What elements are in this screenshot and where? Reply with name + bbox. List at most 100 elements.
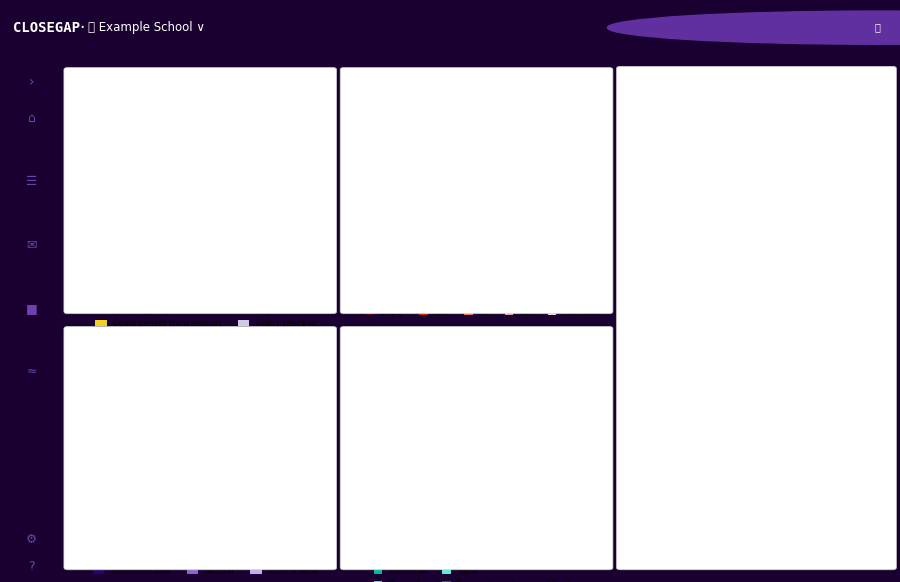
Bar (374, 99, 400, 133)
Text: 15.8% (3): 15.8% (3) (462, 205, 502, 215)
Text: 26.3% (5): 26.3% (5) (508, 134, 550, 143)
Text: 45.5% (10): 45.5% (10) (230, 225, 276, 234)
Text: 42.1% (8): 42.1% (8) (185, 166, 226, 175)
Bar (98, 449, 124, 527)
Text: 10.5% (2): 10.5% (2) (508, 103, 550, 112)
Text: 42.9% (9): 42.9% (9) (280, 147, 321, 155)
Text: 41.2% (7): 41.2% (7) (280, 487, 321, 496)
Circle shape (608, 11, 900, 44)
Text: Needs: Needs (364, 338, 407, 351)
Text: Seventh Grade Student: Seventh Grade Student (644, 402, 752, 411)
Bar (421, 99, 447, 140)
Text: Twelfth Grade Student: Twelfth Grade Student (644, 488, 746, 496)
Bar (193, 99, 219, 134)
Bar (469, 99, 495, 134)
Text: 15.0% (3): 15.0% (3) (367, 251, 408, 260)
Text: APR 1ST 2024: APR 1ST 2024 (644, 88, 703, 98)
Bar (287, 355, 313, 456)
Text: 7: 7 (479, 495, 485, 504)
Text: Eleventh Grade Student: Eleventh Grade Student (644, 189, 754, 198)
Text: 48.0% (12): 48.0% (12) (135, 392, 182, 401)
Text: 3/5 Overwhelmed: 3/5 Overwhelmed (790, 189, 870, 198)
Bar (517, 489, 542, 510)
Text: 47.1% (8): 47.1% (8) (185, 482, 226, 491)
Bar (421, 172, 447, 200)
Bar (517, 470, 542, 489)
Text: 21.1% (4): 21.1% (4) (462, 112, 502, 121)
Bar (145, 451, 171, 527)
Bar (145, 438, 171, 451)
Bar (240, 99, 266, 122)
Text: 2/2 Sad: 2/2 Sad (790, 317, 824, 326)
Bar (469, 223, 495, 268)
Bar (145, 355, 171, 438)
Legend: Empty, Low, OK, Full, Too much: Empty, Low, OK, Full, Too much (362, 304, 602, 320)
Bar (374, 242, 400, 268)
Bar (517, 241, 543, 268)
Text: 5.0% (1): 5.0% (1) (93, 441, 129, 450)
Bar (374, 504, 400, 527)
Bar (193, 205, 219, 268)
Bar (563, 512, 590, 527)
Text: 15.0% (3): 15.0% (3) (367, 183, 408, 192)
Bar (98, 355, 124, 441)
Text: CLOSEGAP: CLOSEGAP (14, 20, 80, 35)
Text: 3: 3 (384, 478, 391, 487)
Legend: Good to go, Could benefit from support, Urgent, Didn't check-in: Good to go, Could benefit from support, … (92, 303, 320, 331)
Text: 2/2 Angry: 2/2 Angry (790, 232, 833, 241)
Text: ?: ? (28, 560, 35, 573)
Text: Name: Name (644, 154, 671, 163)
Text: 8.0% (2): 8.0% (2) (140, 440, 176, 449)
Bar (287, 115, 313, 187)
Text: ·: · (79, 19, 85, 37)
Text: Fourth Grade Student: Fourth Grade Student (644, 275, 743, 283)
Bar (563, 489, 590, 512)
Bar (193, 355, 219, 446)
Bar (469, 510, 495, 527)
Bar (422, 504, 447, 527)
Text: Tenth Grade Student: Tenth Grade Student (644, 445, 739, 454)
Bar (563, 236, 590, 268)
Bar (517, 197, 543, 241)
Text: 18.8% (3): 18.8% (3) (556, 247, 598, 256)
Text: 4: 4 (573, 480, 580, 488)
Text: 9.5% (2): 9.5% (2) (283, 102, 319, 112)
Bar (98, 187, 124, 268)
Text: 7: 7 (526, 495, 532, 504)
Text: 47.6% (10): 47.6% (10) (277, 223, 324, 232)
Text: 18.9% (7): 18.9% (7) (414, 247, 455, 256)
Bar (287, 456, 313, 527)
Text: ■: ■ (25, 301, 38, 315)
Bar (517, 510, 542, 527)
Bar (422, 473, 447, 504)
Text: 25.0% (4): 25.0% (4) (556, 136, 597, 146)
Text: 1: 1 (526, 463, 532, 473)
Bar (287, 187, 313, 268)
Text: 27.6% (8): 27.6% (8) (138, 118, 179, 127)
Bar (469, 473, 495, 478)
Text: 15.8% (3): 15.8% (3) (508, 250, 550, 259)
Text: 7: 7 (526, 475, 532, 484)
Text: 2/2 Frustrated: 2/2 Frustrated (790, 402, 853, 411)
Bar (374, 487, 400, 504)
Bar (374, 478, 400, 487)
Text: 52.6% (10): 52.6% (10) (230, 396, 276, 404)
Bar (240, 445, 266, 455)
Text: 52.9% (9): 52.9% (9) (185, 396, 226, 405)
Bar (98, 99, 124, 131)
Bar (517, 99, 543, 116)
Text: ⚙: ⚙ (26, 533, 37, 546)
Text: 2: 2 (384, 471, 391, 480)
Text: 25.0% (4): 25.0% (4) (556, 179, 597, 187)
Bar (193, 134, 219, 205)
Text: 5.3% (1): 5.3% (1) (235, 445, 271, 455)
Text: 15.8% (3): 15.8% (3) (462, 143, 502, 152)
Bar (469, 489, 495, 510)
Bar (145, 99, 171, 146)
Text: 2/2 Scared: 2/2 Scared (790, 275, 838, 283)
Text: 11: 11 (428, 452, 440, 461)
Bar (422, 441, 447, 473)
Bar (563, 99, 590, 120)
Bar (98, 131, 124, 187)
Text: 40.9% (9): 40.9% (9) (232, 152, 274, 161)
